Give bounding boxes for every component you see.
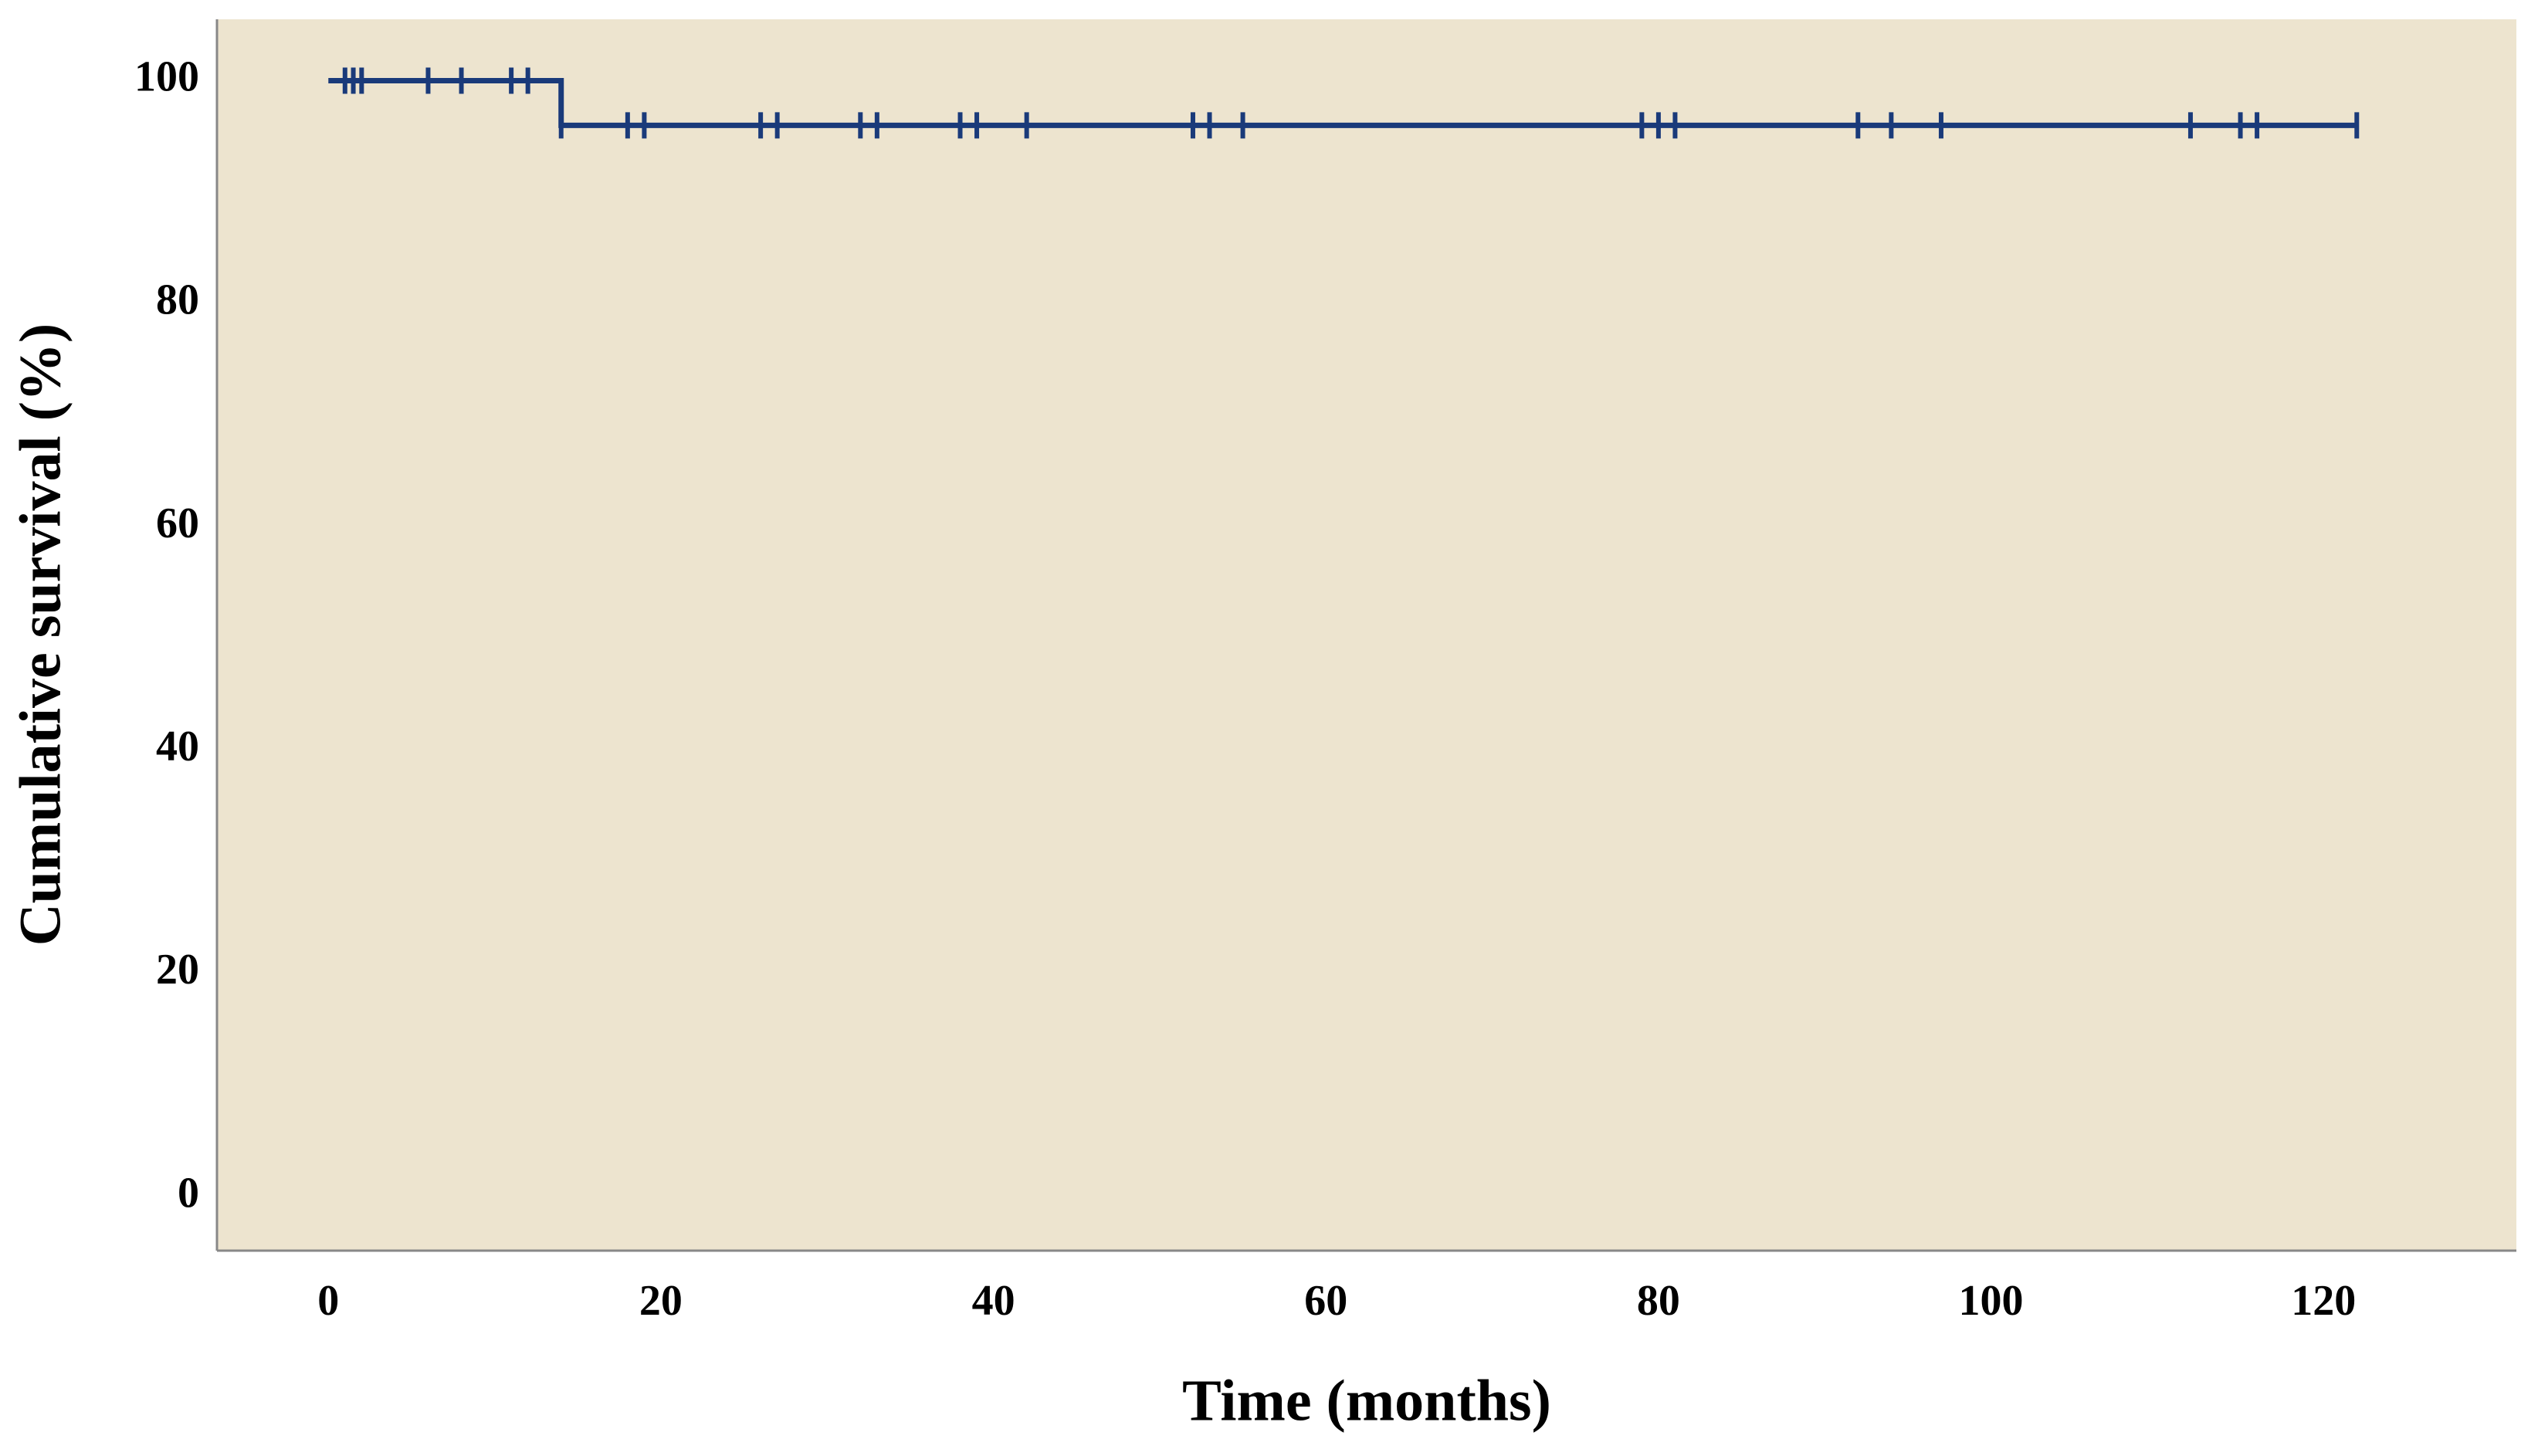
plot-background <box>217 19 2516 1251</box>
y-tick-label: 60 <box>156 499 199 547</box>
y-tick-label: 0 <box>178 1169 199 1217</box>
x-tick-label: 120 <box>2291 1277 2356 1325</box>
x-tick-label: 0 <box>317 1277 339 1325</box>
x-tick-label: 80 <box>1637 1277 1680 1325</box>
x-tick-label: 20 <box>639 1277 683 1325</box>
x-tick-label: 60 <box>1304 1277 1347 1325</box>
x-tick-label: 40 <box>972 1277 1015 1325</box>
x-tick-label: 100 <box>1959 1277 2024 1325</box>
survival-curve <box>328 78 2357 128</box>
x-axis-title: Time (months) <box>1182 1368 1551 1433</box>
y-axis-title: Cumulative survival (%) <box>8 323 73 946</box>
y-tick-label: 100 <box>134 52 199 100</box>
y-tick-label: 20 <box>156 946 199 994</box>
y-tick-label: 80 <box>156 276 199 324</box>
y-tick-label: 40 <box>156 723 199 770</box>
